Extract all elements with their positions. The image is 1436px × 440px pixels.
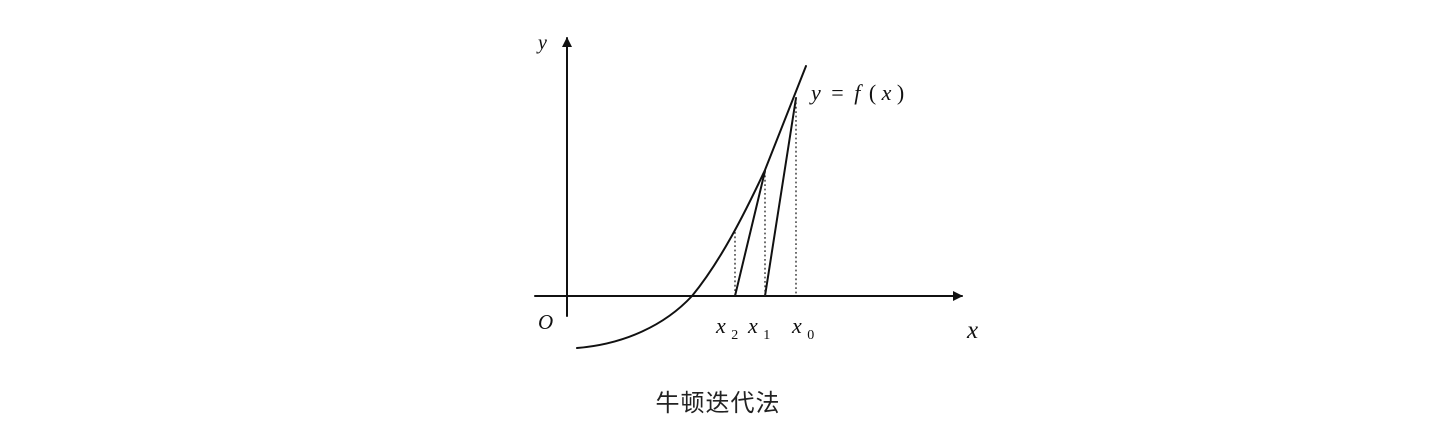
iterate-label-x1-base: x xyxy=(747,313,758,338)
curve-label-func: f xyxy=(854,80,863,105)
iterate-label-x0-sub: 0 xyxy=(807,328,814,343)
tangent-line-x1 xyxy=(734,170,766,297)
x-axis-label: x xyxy=(966,317,978,344)
curve-label-arg: x xyxy=(881,80,892,105)
iterate-label-x0-base: x xyxy=(791,313,802,338)
origin-label: O xyxy=(538,310,553,334)
iterate-label-x2: x 2 xyxy=(715,313,738,343)
curve-label-lhs: y xyxy=(809,80,821,105)
curve-label-equals: = xyxy=(831,80,843,105)
function-curve xyxy=(576,65,807,349)
curve-label-open-paren: ( xyxy=(869,80,876,105)
tangent-line-x0 xyxy=(764,97,797,297)
curve-label-close-paren: ) xyxy=(897,80,904,105)
diagram-caption: 牛顿迭代法 xyxy=(655,389,781,417)
y-axis-label: y xyxy=(536,32,547,54)
curve-label: y = f ( x ) xyxy=(809,80,904,105)
iterate-label-x0: x 0 xyxy=(791,313,814,343)
iterate-label-x2-base: x xyxy=(715,313,726,338)
iterate-label-x1: x 1 xyxy=(747,313,770,343)
iterate-label-x2-sub: 2 xyxy=(731,328,738,343)
iterate-label-x1-sub: 1 xyxy=(763,328,770,343)
